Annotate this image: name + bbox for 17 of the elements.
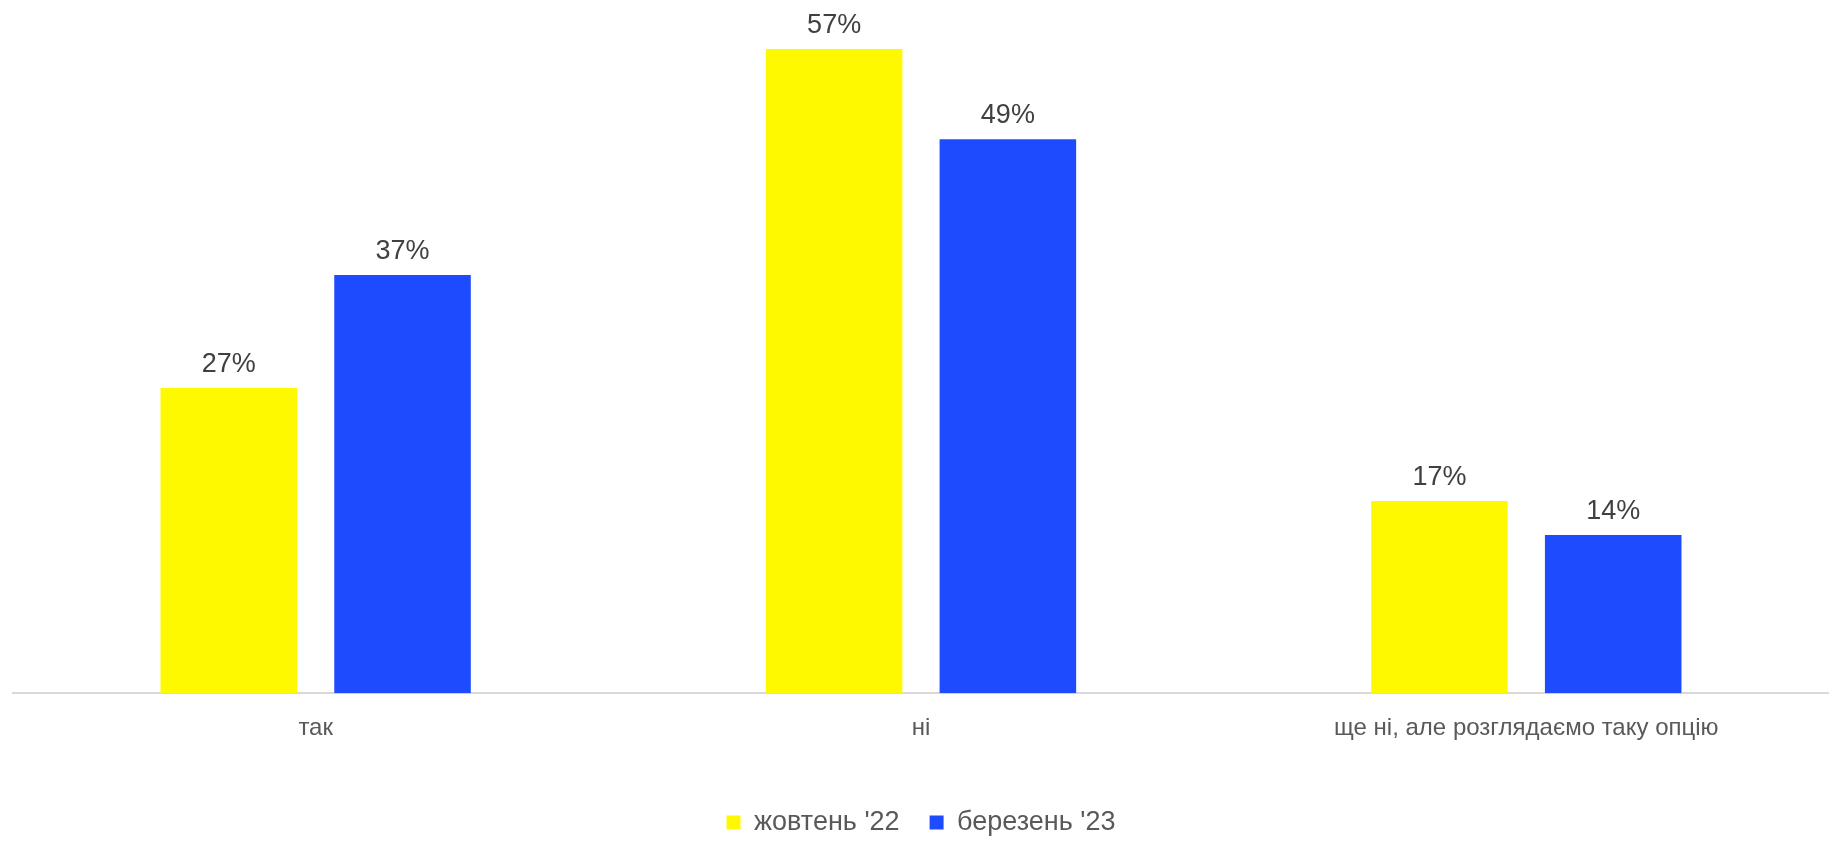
bar (334, 274, 471, 694)
data-label: 17% (1412, 461, 1467, 491)
legend-label: жовтень '22 (754, 805, 900, 836)
bar (939, 139, 1077, 694)
data-label: 27% (201, 347, 256, 378)
bar (1371, 501, 1508, 694)
data-label: 49% (980, 99, 1035, 130)
x-tick-label: так (298, 713, 334, 741)
bar (160, 388, 298, 694)
x-tick-label: ще ні, але розглядаємо таку опцію (1334, 713, 1719, 741)
bar (1544, 534, 1682, 694)
data-label: 14% (1586, 494, 1641, 525)
bar (765, 48, 903, 694)
legend-label: березень '23 (957, 805, 1116, 836)
data-label: 57% (807, 8, 862, 39)
x-tick-label: ні (911, 713, 931, 741)
data-label: 37% (375, 234, 430, 265)
